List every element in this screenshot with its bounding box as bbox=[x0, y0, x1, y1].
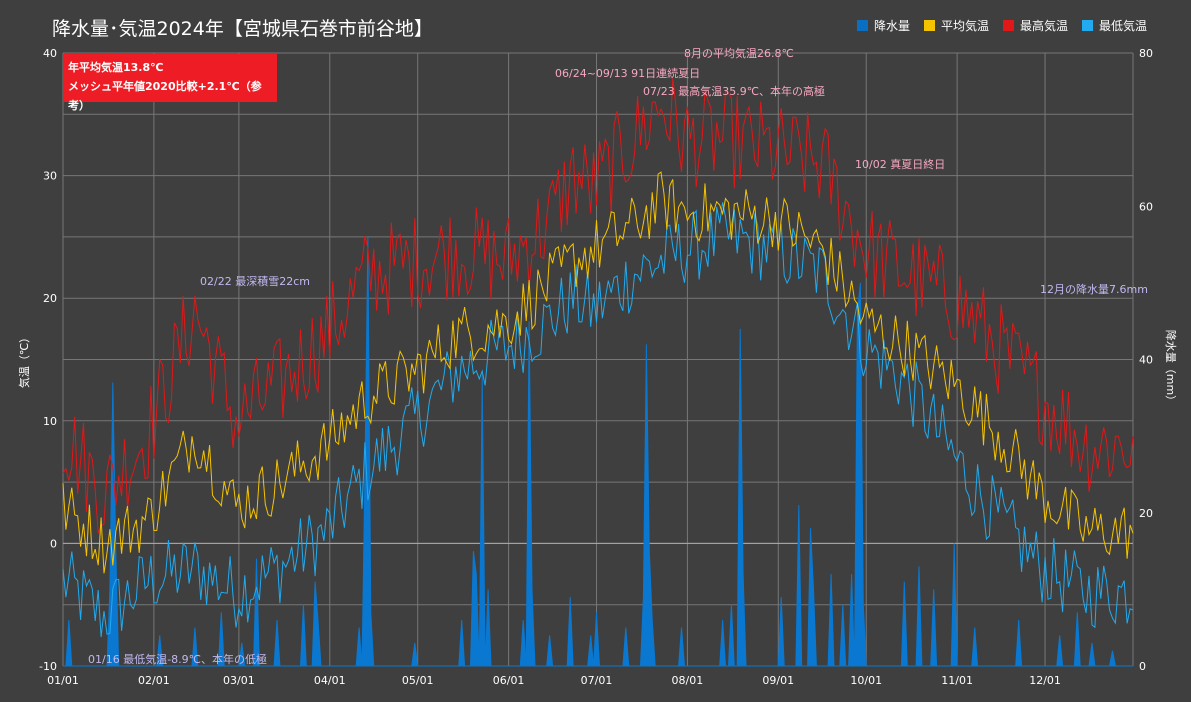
y-left-tick-label: -10 bbox=[39, 660, 57, 673]
y-axis-right-title: 降水量（mm） bbox=[1164, 329, 1178, 407]
series-avg-temp-line bbox=[62, 171, 1134, 574]
x-tick-label: 04/01 bbox=[314, 674, 346, 687]
legend: 降水量 平均気温 最高気温 最低気温 bbox=[856, 17, 1147, 34]
legend-label-min: 最低気温 bbox=[1098, 19, 1147, 33]
legend-item-max[interactable]: 最高気温 bbox=[1002, 17, 1068, 34]
legend-swatch-min bbox=[1081, 20, 1093, 31]
annual-info-box: 年平均気温13.8℃ メッシュ平年値2020比較+2.1℃（参考） bbox=[63, 54, 277, 112]
series-max-temp-line bbox=[62, 78, 1134, 534]
y-left-tick-label: 40 bbox=[43, 47, 57, 60]
x-tick-label: 10/01 bbox=[850, 674, 882, 687]
x-tick-label: 06/01 bbox=[493, 674, 525, 687]
x-tick-label: 07/01 bbox=[581, 674, 613, 687]
annotation-last-summer-day: 10/02 真夏日終日 bbox=[855, 158, 946, 171]
x-tick-label: 03/01 bbox=[223, 674, 255, 687]
mesh-normal-comparison: メッシュ平年値2020比較+2.1℃（参考） bbox=[68, 80, 262, 112]
y-left-tick-label: 20 bbox=[43, 292, 57, 305]
x-tick-label: 02/01 bbox=[138, 674, 170, 687]
legend-label-precip: 降水量 bbox=[873, 19, 910, 33]
annual-avg-temp: 年平均気温13.8℃ bbox=[68, 61, 164, 74]
legend-label-max: 最高気温 bbox=[1019, 19, 1068, 33]
x-tick-label: 08/01 bbox=[672, 674, 704, 687]
x-tick-label: 09/01 bbox=[762, 674, 794, 687]
annotation-dec-precip: 12月の降水量7.6mm bbox=[1040, 283, 1148, 296]
annotation-snow: 02/22 最深積雪22cm bbox=[200, 275, 310, 288]
y-right-tick-label: 80 bbox=[1139, 47, 1153, 60]
annotation-aug-avg: 8月の平均気温26.8℃ bbox=[684, 47, 794, 60]
annotation-summer-days: 06/24~09/13 91日連続夏日 bbox=[555, 67, 701, 80]
y-right-tick-label: 0 bbox=[1139, 660, 1146, 673]
annotation-max-temp: 07/23 最高気温35.9℃、本年の高極 bbox=[643, 85, 826, 98]
legend-swatch-avg bbox=[923, 20, 935, 31]
series-min-temp-line bbox=[62, 202, 1134, 638]
legend-item-min[interactable]: 最低気温 bbox=[1081, 17, 1147, 34]
y-axis-left-title: 気温（℃） bbox=[18, 331, 32, 389]
legend-item-precip[interactable]: 降水量 bbox=[856, 17, 910, 34]
chart-title: 降水量･気温2024年【宮城県石巻市前谷地】 bbox=[52, 18, 433, 40]
x-tick-label: 11/01 bbox=[941, 674, 973, 687]
legend-swatch-precip bbox=[856, 20, 868, 31]
annotation-min-temp: 01/16 最低気温-8.9℃、本年の低極 bbox=[88, 653, 268, 666]
y-left-tick-label: 30 bbox=[43, 170, 57, 183]
y-left-tick-label: 0 bbox=[50, 537, 57, 550]
legend-label-avg: 平均気温 bbox=[940, 19, 989, 33]
legend-swatch-max bbox=[1002, 20, 1014, 31]
y-right-tick-label: 60 bbox=[1139, 200, 1153, 213]
y-right-tick-label: 20 bbox=[1139, 507, 1153, 520]
y-left-tick-label: 10 bbox=[43, 415, 57, 428]
x-tick-label: 05/01 bbox=[402, 674, 434, 687]
legend-item-avg[interactable]: 平均気温 bbox=[923, 17, 989, 34]
x-tick-label: 12/01 bbox=[1029, 674, 1061, 687]
series-precip-area bbox=[63, 236, 1133, 667]
y-right-tick-label: 40 bbox=[1139, 354, 1153, 367]
x-tick-label: 01/01 bbox=[47, 674, 79, 687]
